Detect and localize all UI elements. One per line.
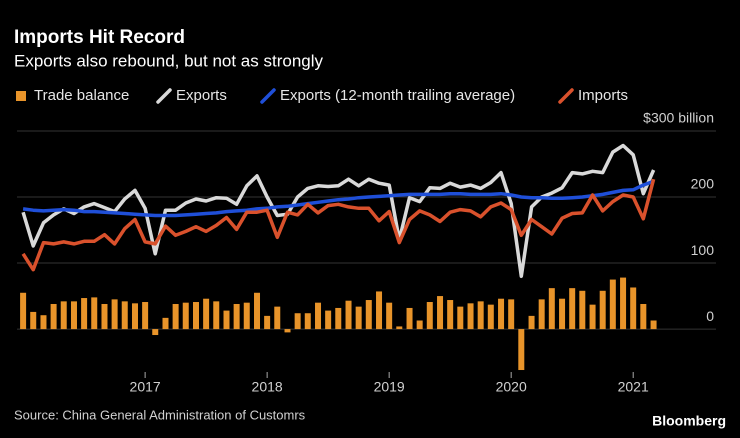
x-tick-label: 2017	[130, 379, 161, 395]
bar	[376, 291, 383, 330]
bar	[345, 300, 352, 330]
bar	[193, 302, 200, 330]
bar	[609, 279, 616, 330]
bar	[508, 299, 515, 330]
bar	[325, 310, 332, 330]
y-tick-label: 0	[706, 308, 714, 324]
bar	[477, 301, 484, 330]
bar	[335, 307, 342, 330]
bar	[498, 298, 505, 330]
bar	[589, 304, 596, 330]
bar	[274, 306, 281, 330]
bar	[162, 317, 169, 330]
bar	[50, 303, 57, 330]
bar	[284, 329, 291, 333]
bar	[264, 315, 271, 330]
bar	[538, 299, 545, 330]
bar	[447, 300, 454, 330]
bar	[213, 301, 220, 330]
legend-swatch	[16, 91, 26, 101]
bar	[650, 320, 657, 330]
bar	[30, 311, 37, 330]
bar	[91, 297, 98, 330]
bar	[60, 301, 67, 330]
bar	[548, 288, 555, 330]
bar	[620, 277, 627, 330]
bar	[20, 292, 27, 330]
bar	[152, 329, 159, 336]
bar	[487, 304, 494, 330]
bar	[40, 315, 47, 330]
bar	[467, 303, 474, 330]
bar	[131, 303, 138, 330]
bar	[559, 298, 566, 330]
bar	[142, 302, 149, 330]
bar	[121, 301, 128, 330]
bar	[111, 299, 118, 330]
bar	[315, 302, 322, 330]
legend-label: Exports	[176, 87, 227, 104]
bar	[599, 290, 606, 330]
y-tick-label: 100	[691, 242, 715, 258]
legend-label: Exports (12-month trailing average)	[280, 87, 515, 104]
line	[21, 143, 656, 279]
x-tick-label: 2020	[496, 379, 527, 395]
bar	[365, 300, 372, 330]
x-tick-label: 2019	[374, 379, 405, 395]
line	[22, 179, 655, 218]
bar	[437, 296, 444, 330]
bar	[254, 292, 261, 330]
legend-label: Trade balance	[34, 87, 129, 104]
bar	[203, 298, 210, 330]
bar	[386, 302, 393, 330]
legend-swatch	[558, 88, 574, 104]
legend-swatch	[156, 88, 172, 104]
y-tick-label: 200	[691, 176, 715, 192]
x-tick-label: 2018	[252, 379, 283, 395]
bar	[223, 310, 230, 330]
bar	[640, 303, 647, 330]
bar	[81, 298, 88, 330]
bar	[416, 320, 423, 330]
line	[21, 178, 656, 272]
source: Source: China General Administration of …	[14, 407, 306, 422]
bar	[70, 301, 77, 330]
bar	[579, 290, 586, 330]
bar	[569, 288, 576, 330]
bar	[182, 302, 189, 330]
chart-subtitle: Exports also rebound, but not as strongl…	[14, 51, 324, 70]
x-tick-label: 2021	[618, 379, 649, 395]
bar	[172, 303, 179, 330]
bar	[355, 306, 362, 330]
y-tick-label: $300 billion	[643, 110, 714, 126]
brand: Bloomberg	[652, 413, 726, 429]
bar	[233, 303, 240, 330]
bar	[243, 302, 250, 330]
bar	[304, 313, 311, 330]
bar	[101, 303, 108, 330]
chart-title: Imports Hit Record	[14, 27, 185, 48]
bar	[528, 315, 535, 330]
bar	[396, 326, 403, 330]
bar	[406, 307, 413, 330]
bar	[457, 306, 464, 330]
bar	[294, 313, 301, 330]
bar	[426, 302, 433, 330]
legend-swatch	[260, 88, 276, 104]
bar	[518, 329, 525, 371]
legend-label: Imports	[578, 87, 628, 104]
bar	[630, 287, 637, 330]
